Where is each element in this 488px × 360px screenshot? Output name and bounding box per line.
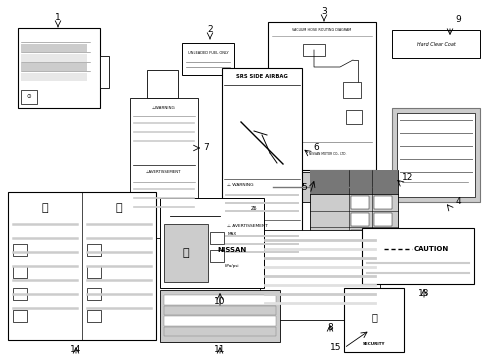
- Text: SRS SIDE AIRBAG: SRS SIDE AIRBAG: [236, 75, 287, 80]
- Text: 🚗: 🚗: [116, 203, 122, 213]
- Text: NISSAN MOTOR CO., LTD.: NISSAN MOTOR CO., LTD.: [308, 152, 346, 156]
- Bar: [163, 295, 275, 305]
- Text: CAUTION: CAUTION: [413, 246, 448, 252]
- Text: kPa/psi: kPa/psi: [224, 264, 239, 268]
- Bar: [13, 244, 27, 256]
- Text: ⚠ AVERTISSEMENT: ⚠ AVERTISSEMENT: [226, 224, 267, 228]
- Bar: [373, 213, 391, 226]
- Text: VACUUM HOSE ROUTING DIAGRAM: VACUUM HOSE ROUTING DIAGRAM: [292, 28, 351, 32]
- Bar: [8, 192, 156, 340]
- Bar: [13, 288, 27, 300]
- Bar: [21, 44, 87, 52]
- Bar: [342, 82, 360, 98]
- Bar: [351, 230, 368, 243]
- Text: ⚠ WARNING: ⚠ WARNING: [226, 183, 253, 187]
- Bar: [373, 247, 391, 260]
- Text: 14: 14: [70, 346, 81, 355]
- Bar: [21, 90, 37, 104]
- Text: 8: 8: [326, 324, 332, 333]
- Bar: [13, 266, 27, 278]
- Text: Z6: Z6: [250, 206, 257, 211]
- Bar: [87, 288, 101, 300]
- Bar: [182, 43, 234, 75]
- Bar: [87, 244, 101, 256]
- Text: SECURITY: SECURITY: [362, 342, 385, 346]
- Text: 1: 1: [55, 13, 61, 22]
- Bar: [309, 170, 397, 194]
- Bar: [21, 63, 87, 71]
- Bar: [396, 113, 474, 197]
- Text: 13: 13: [417, 289, 429, 298]
- Bar: [267, 22, 375, 170]
- Bar: [147, 70, 177, 98]
- Bar: [346, 110, 361, 124]
- Text: 4: 4: [454, 198, 460, 207]
- Bar: [163, 306, 275, 315]
- Text: 👤: 👤: [183, 248, 189, 258]
- Bar: [209, 250, 224, 262]
- Bar: [160, 290, 280, 342]
- Bar: [373, 196, 391, 209]
- Bar: [391, 30, 479, 58]
- Bar: [163, 327, 275, 336]
- Text: 10: 10: [214, 297, 225, 306]
- Bar: [391, 108, 479, 202]
- Bar: [21, 73, 87, 81]
- Text: 12: 12: [402, 174, 413, 183]
- Text: ⚠AVERTISSEMENT: ⚠AVERTISSEMENT: [146, 170, 182, 174]
- Bar: [267, 172, 375, 202]
- Text: 3: 3: [321, 8, 326, 17]
- Bar: [163, 224, 207, 282]
- Text: 9: 9: [454, 15, 460, 24]
- Bar: [13, 310, 27, 322]
- Text: UNLEADED FUEL ONLY: UNLEADED FUEL ONLY: [187, 51, 228, 55]
- Bar: [309, 170, 397, 278]
- Bar: [351, 196, 368, 209]
- Text: ⊙: ⊙: [27, 94, 31, 99]
- Bar: [100, 56, 109, 88]
- Bar: [222, 68, 302, 270]
- Text: 🚗: 🚗: [41, 203, 48, 213]
- Text: 6: 6: [312, 144, 318, 153]
- Bar: [160, 198, 264, 288]
- Bar: [18, 28, 100, 108]
- Bar: [343, 288, 403, 352]
- Bar: [87, 266, 101, 278]
- Bar: [373, 230, 391, 243]
- Bar: [303, 44, 325, 56]
- Text: Hard Clear Coat: Hard Clear Coat: [416, 41, 454, 46]
- Text: 15: 15: [329, 343, 341, 352]
- Bar: [21, 54, 87, 62]
- Bar: [130, 98, 198, 238]
- Text: 🚘: 🚘: [370, 312, 376, 323]
- Bar: [260, 230, 379, 320]
- Text: MAX: MAX: [227, 232, 236, 236]
- Text: 7: 7: [203, 144, 208, 153]
- Text: 11: 11: [214, 346, 225, 355]
- Bar: [163, 316, 275, 325]
- Text: 2: 2: [207, 26, 212, 35]
- Bar: [351, 247, 368, 260]
- Text: NISSAN: NISSAN: [217, 247, 246, 253]
- Text: ⚠WARNING: ⚠WARNING: [152, 106, 176, 110]
- Bar: [209, 232, 224, 244]
- Bar: [351, 213, 368, 226]
- Bar: [87, 310, 101, 322]
- Text: 5: 5: [301, 184, 306, 193]
- Bar: [361, 228, 473, 284]
